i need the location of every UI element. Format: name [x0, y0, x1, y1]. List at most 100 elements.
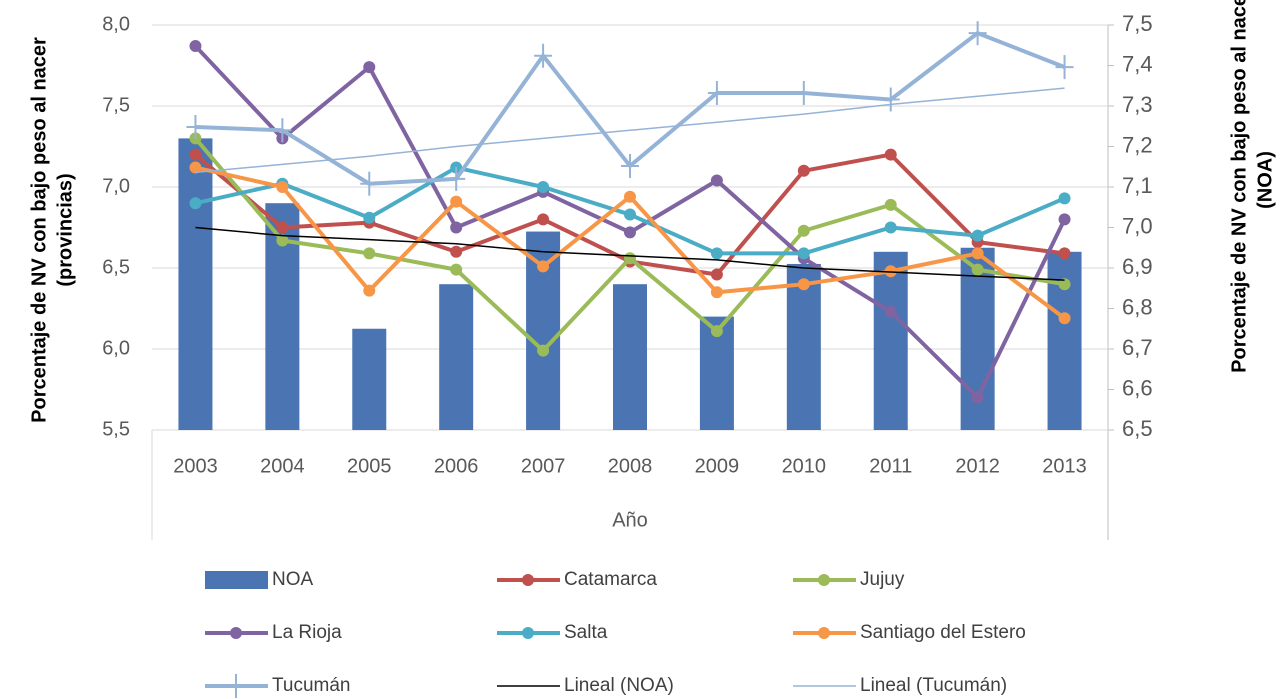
- point: [186, 115, 205, 140]
- x-tick-label: 2005: [347, 455, 392, 477]
- legend-label: Tucumán: [272, 675, 351, 696]
- point: [797, 247, 810, 260]
- point: [363, 247, 376, 260]
- y2-tick-label: 7,2: [1122, 132, 1153, 157]
- point: [1058, 213, 1071, 226]
- y-tick-label: 7,0: [102, 175, 130, 197]
- x-tick-label: 2003: [173, 455, 218, 477]
- x-tick-label: 2013: [1042, 455, 1087, 477]
- bar: [352, 328, 387, 430]
- point: [189, 197, 202, 210]
- line: [195, 87, 1065, 174]
- point: [189, 148, 202, 161]
- point: [884, 265, 897, 278]
- x-tick-label: 2008: [608, 455, 653, 477]
- line: [195, 226, 1065, 281]
- y2-tick-label: 6,5: [1122, 416, 1153, 441]
- y-tick-label: 6,0: [102, 337, 130, 359]
- x-tick-label: 2006: [434, 455, 479, 477]
- legend-label: NOA: [272, 569, 314, 590]
- point: [450, 221, 463, 234]
- bar: [439, 284, 474, 430]
- point: [534, 43, 553, 68]
- x-tick-label: 2009: [695, 455, 740, 477]
- point: [537, 213, 550, 226]
- point: [881, 87, 900, 112]
- legend-marker: [818, 574, 830, 586]
- point: [1058, 278, 1071, 291]
- point: [276, 221, 289, 234]
- point: [971, 247, 984, 260]
- point: [624, 190, 636, 203]
- point: [710, 268, 723, 281]
- point: [537, 181, 550, 193]
- legend-marker: [230, 627, 242, 639]
- point: [710, 174, 723, 187]
- legend-marker: [227, 674, 245, 698]
- point: [276, 234, 289, 247]
- point: [797, 224, 810, 237]
- y2-tick-label: 6,9: [1122, 254, 1153, 279]
- y2-tick-label: 7,3: [1122, 92, 1153, 117]
- y-tick-label: 5,5: [102, 418, 130, 440]
- point: [710, 286, 723, 299]
- bar: [786, 263, 821, 430]
- point: [447, 166, 466, 191]
- bar: [613, 284, 647, 430]
- point: [797, 278, 810, 291]
- point: [273, 118, 292, 143]
- point: [1058, 192, 1071, 205]
- legend-label: Lineal (Tucumán): [860, 675, 1007, 696]
- y-tick-label: 7,5: [102, 94, 130, 116]
- legend-label: Santiago del Estero: [860, 622, 1026, 643]
- point: [794, 81, 813, 106]
- x-axis-title: Año: [612, 509, 648, 531]
- y2-tick-label: 6,7: [1122, 335, 1153, 360]
- y-tick-label: 6,5: [102, 256, 130, 278]
- point: [360, 171, 379, 196]
- point: [624, 252, 636, 265]
- point: [621, 153, 639, 178]
- y2-tick-label: 7,5: [1122, 11, 1153, 36]
- point: [537, 260, 550, 273]
- point: [884, 221, 897, 234]
- y2-tick-label: 7,4: [1122, 51, 1153, 76]
- legend-label: Catamarca: [564, 569, 657, 590]
- y2-tick-label: 6,8: [1122, 294, 1153, 319]
- point: [884, 148, 897, 161]
- legend-marker: [522, 574, 534, 586]
- y2-tick-label: 7,0: [1122, 213, 1153, 238]
- x-tick-label: 2010: [782, 455, 827, 477]
- y2-tick-label: 6,6: [1122, 375, 1153, 400]
- bar: [178, 138, 213, 430]
- point: [363, 284, 376, 297]
- point: [971, 263, 984, 276]
- point: [363, 61, 376, 74]
- legend-label: Jujuy: [860, 569, 905, 590]
- point: [624, 226, 636, 239]
- point: [276, 181, 289, 193]
- y2-tick-label: 7,1: [1122, 173, 1153, 198]
- point: [624, 208, 636, 221]
- point: [797, 164, 810, 177]
- y-axis-title-line: Porcentaje de NV con bajo peso al nacer: [28, 37, 50, 423]
- point: [450, 195, 463, 208]
- point: [884, 305, 897, 318]
- x-tick-label: 2004: [260, 455, 305, 477]
- legend-marker: [818, 627, 830, 639]
- point: [537, 344, 550, 357]
- legend-swatch: [205, 571, 268, 589]
- bar: [873, 251, 908, 430]
- point: [971, 391, 984, 404]
- point: [450, 245, 463, 258]
- point: [1055, 55, 1074, 80]
- y-axis-title-line: (provincias): [54, 173, 76, 286]
- y2-axis-title: Porcentaje de NV con bajo peso al nacer …: [1228, 0, 1276, 373]
- y-axis-title: Porcentaje de NV con bajo peso al nacer …: [28, 37, 76, 423]
- point: [189, 40, 202, 53]
- x-tick-label: 2007: [521, 455, 566, 477]
- point: [363, 211, 376, 224]
- point: [450, 263, 463, 276]
- point: [710, 325, 723, 338]
